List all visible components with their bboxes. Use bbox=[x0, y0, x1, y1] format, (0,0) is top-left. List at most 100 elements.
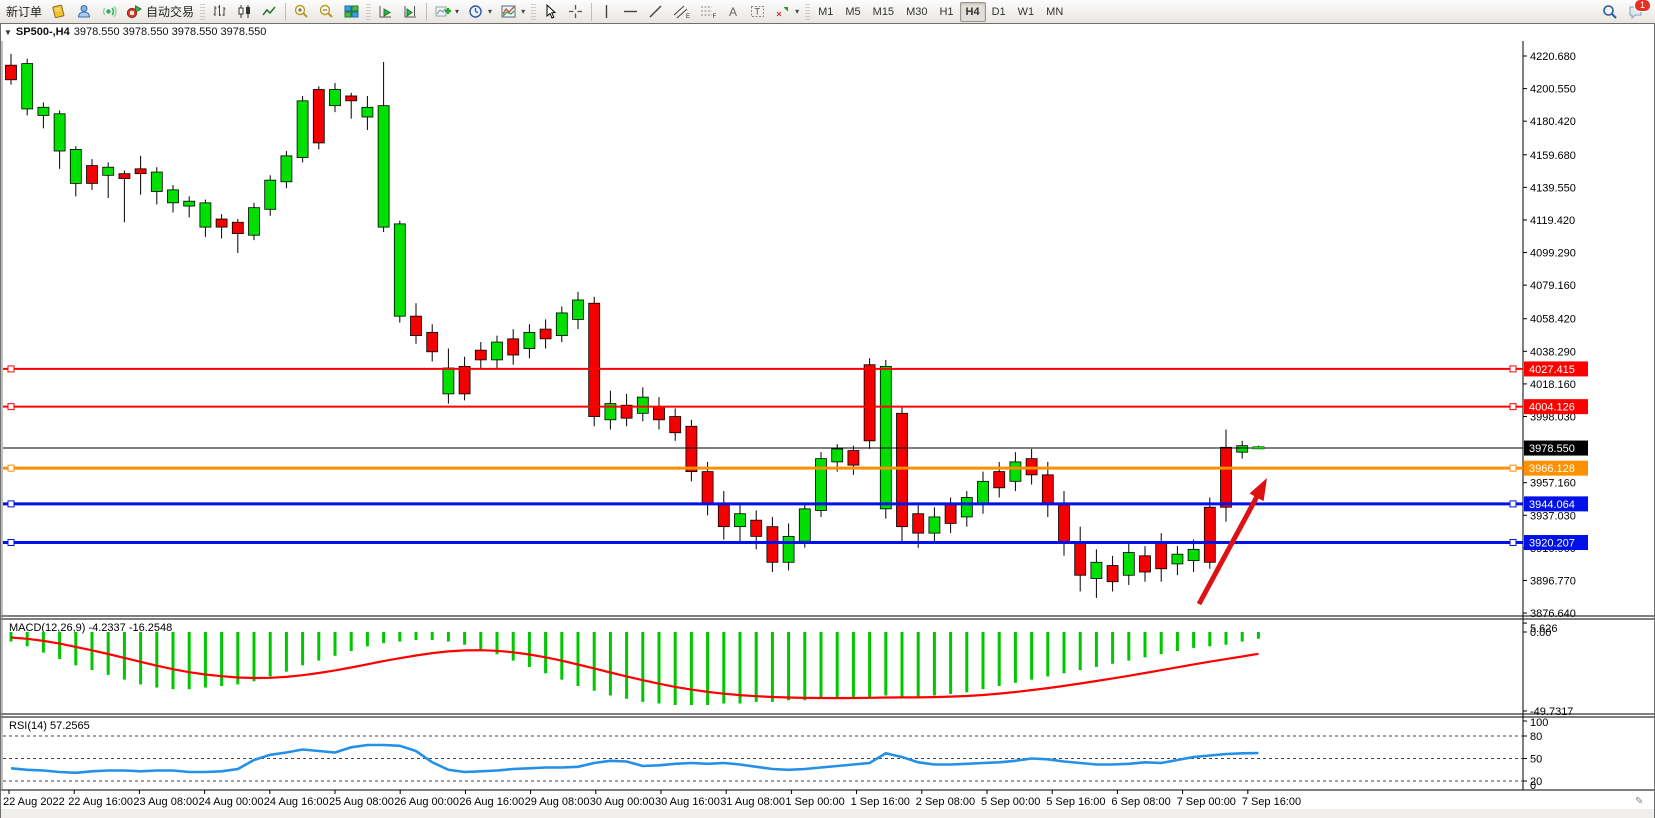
timeframe-h4-button[interactable]: H4 bbox=[959, 1, 986, 22]
bars-chart-icon bbox=[211, 3, 228, 20]
toolbar-drag-handle[interactable] bbox=[200, 3, 206, 20]
time-tick-label: 24 Aug 00:00 bbox=[199, 796, 264, 808]
auto-scroll-button[interactable] bbox=[373, 1, 398, 23]
line-anchor-handle[interactable] bbox=[1509, 403, 1517, 411]
text-button[interactable]: A bbox=[722, 1, 745, 23]
toolbar-drag-handle[interactable] bbox=[366, 3, 372, 20]
candle-body bbox=[474, 349, 487, 361]
price-tick-label: 4159.680 bbox=[1530, 150, 1576, 162]
profiles-button[interactable] bbox=[71, 1, 96, 23]
line-anchor-handle[interactable] bbox=[7, 365, 15, 373]
trend-arrow-head[interactable] bbox=[1249, 478, 1267, 502]
timeframe-w1-button[interactable]: W1 bbox=[1017, 5, 1035, 18]
periods-button[interactable]: ▾ bbox=[463, 1, 496, 23]
candle-body bbox=[798, 508, 811, 542]
one-click-trading-toggle[interactable]: ▼ bbox=[4, 27, 12, 37]
signals-button[interactable] bbox=[96, 1, 121, 23]
indicators-button[interactable]: ▾ bbox=[430, 1, 463, 23]
clock-icon bbox=[467, 3, 484, 20]
candle-chart-button[interactable] bbox=[232, 1, 257, 23]
time-tick-label: 5 Sep 00:00 bbox=[981, 796, 1040, 808]
timeframe-m30-button[interactable]: M30 bbox=[906, 5, 928, 18]
time-tick-label: 23 Aug 08:00 bbox=[133, 796, 198, 808]
candle-body bbox=[86, 165, 98, 184]
candle-body bbox=[21, 63, 34, 110]
candle-body bbox=[604, 403, 617, 421]
bar-chart-button[interactable] bbox=[207, 1, 232, 23]
zoom-out-button[interactable] bbox=[314, 1, 339, 23]
candle-body bbox=[102, 166, 115, 176]
line-anchor-handle[interactable] bbox=[7, 464, 15, 472]
vertical-line-button[interactable] bbox=[595, 1, 618, 23]
cursor-icon bbox=[542, 3, 559, 20]
time-tick-label: 22 Aug 16:00 bbox=[68, 796, 133, 808]
candle-body bbox=[993, 471, 1006, 489]
line-anchor-handle[interactable] bbox=[1509, 539, 1517, 547]
timeframe-h1-button[interactable]: H1 bbox=[939, 5, 954, 18]
toolbar-group: 新订单 自动交易 bbox=[2, 1, 198, 23]
dropdown-caret-icon: ▾ bbox=[521, 7, 526, 16]
search-button[interactable] bbox=[1597, 1, 1623, 23]
timeframe-mn-button[interactable]: MN bbox=[1046, 5, 1064, 18]
price-tick-label: 4139.550 bbox=[1530, 182, 1576, 194]
trend-arrow-line[interactable] bbox=[1196, 492, 1261, 606]
toolbar-drag-handle[interactable] bbox=[805, 3, 811, 20]
line-anchor-handle[interactable] bbox=[7, 403, 15, 411]
price-tick-label: 3957.160 bbox=[1530, 478, 1576, 490]
line-anchor-handle[interactable] bbox=[1509, 464, 1517, 472]
zoom-in-button[interactable] bbox=[289, 1, 314, 23]
candle-body bbox=[977, 480, 989, 505]
chart-canvas[interactable]: 4220.680 4200.550 4180.420 4159.680 4139.550… bbox=[1, 41, 1654, 818]
timeframe-m15-button[interactable]: M15 bbox=[872, 5, 895, 18]
tile-windows-button[interactable] bbox=[339, 1, 364, 23]
rsi-line bbox=[10, 743, 1259, 775]
chart-symbol-period: SP500-,H4 bbox=[15, 26, 70, 38]
crosshair-button[interactable] bbox=[563, 1, 588, 23]
auto-scroll-icon bbox=[377, 3, 394, 20]
candle-body bbox=[523, 331, 536, 349]
equidistant-channel-button[interactable]: E bbox=[668, 1, 695, 23]
line-anchor-handle[interactable] bbox=[1509, 365, 1517, 373]
line-chart-button[interactable] bbox=[257, 1, 282, 23]
time-tick-label: 26 Aug 16:00 bbox=[459, 796, 524, 808]
new-chart-button[interactable] bbox=[46, 1, 71, 23]
candle-body bbox=[1155, 542, 1168, 570]
svg-text:A: A bbox=[729, 5, 737, 19]
notifications-button[interactable]: 1 bbox=[1623, 0, 1651, 23]
text-a-icon: A bbox=[726, 3, 741, 20]
chart-window: ▼ SP500-,H4 3978.550 3978.550 3978.550 3… bbox=[0, 23, 1655, 818]
chart-shift-icon bbox=[402, 3, 419, 20]
new-order-button[interactable]: 新订单 bbox=[2, 1, 46, 23]
time-tick-label: 7 Sep 00:00 bbox=[1177, 796, 1236, 808]
rsi-tick-label: 80 bbox=[1530, 731, 1542, 743]
candle-body bbox=[1041, 474, 1054, 505]
toolbar-drag-handle[interactable] bbox=[531, 3, 537, 20]
timeframe-m1-button[interactable]: M1 bbox=[818, 5, 834, 18]
candle-body bbox=[1058, 503, 1070, 544]
template-icon bbox=[500, 3, 517, 20]
arrows-button[interactable]: ▾ bbox=[770, 1, 803, 23]
candle-body bbox=[361, 106, 374, 118]
rsi-tick-label: 50 bbox=[1530, 754, 1542, 766]
templates-button[interactable]: ▾ bbox=[496, 1, 529, 23]
cursor-button[interactable] bbox=[538, 1, 563, 23]
candle-body bbox=[167, 189, 179, 204]
timeframe-m5-button[interactable]: M5 bbox=[845, 5, 861, 18]
text-label-button[interactable]: T bbox=[745, 1, 770, 23]
horizontal-line-button[interactable] bbox=[618, 1, 643, 23]
line-anchor-handle[interactable] bbox=[7, 539, 15, 547]
line-anchor-handle[interactable] bbox=[1509, 500, 1517, 508]
toolbar-group: E F A T ▾ bbox=[595, 1, 803, 23]
trendline-button[interactable] bbox=[643, 1, 668, 23]
auto-trading-button[interactable]: 自动交易 bbox=[121, 1, 198, 23]
candle-body bbox=[766, 526, 779, 563]
chart-svg: 4220.680 4200.550 4180.420 4159.680 4139.550… bbox=[1, 41, 1654, 818]
toolbar-separator bbox=[285, 2, 287, 21]
fibonacci-button[interactable]: F bbox=[695, 1, 722, 23]
line-anchor-handle[interactable] bbox=[7, 500, 15, 508]
price-badge-label: 4027.415 bbox=[1529, 364, 1575, 376]
price-badge-label: 3966.128 bbox=[1529, 463, 1575, 475]
chart-shift-button[interactable] bbox=[398, 1, 423, 23]
timeframe-d1-button[interactable]: D1 bbox=[991, 5, 1006, 18]
candle-body bbox=[491, 341, 503, 361]
